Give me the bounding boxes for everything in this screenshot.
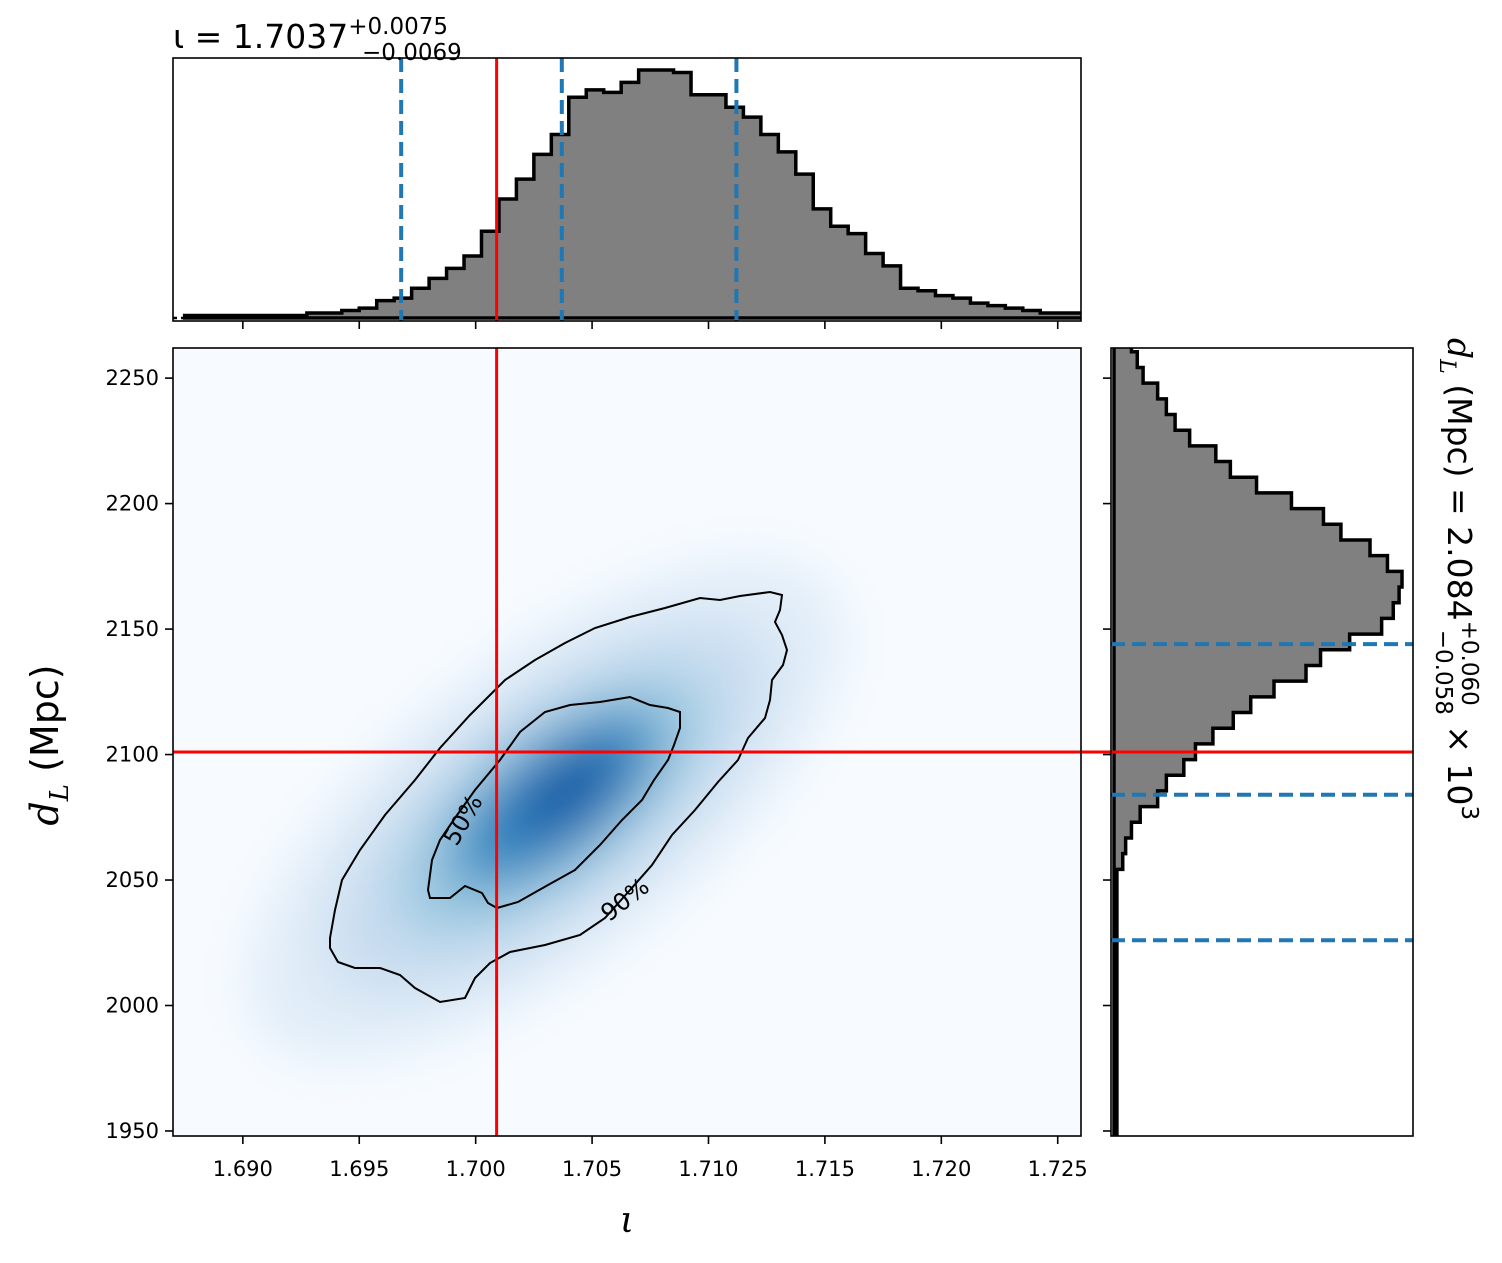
y-axis-ticks: 1950 2000 2050 2100 2150 2200 2250	[106, 366, 173, 1143]
x-tick-label-4: 1.710	[678, 1157, 738, 1181]
iota-histogram-panel: ι = 1.7037+0.0075 −0.0069	[172, 14, 1082, 329]
x-axis-ticks: 1.690 1.695 1.700 1.705 1.710 1.715 1.720 1.725	[213, 1136, 1088, 1181]
contour-90	[329, 590, 789, 1004]
x-tick-label-2: 1.700	[446, 1157, 506, 1181]
y-axis-label-unit: (Mpc)	[23, 664, 67, 784]
dL-title-mid: (Mpc) = 2.084	[1440, 374, 1479, 621]
x-tick-label-3: 1.705	[562, 1157, 622, 1181]
x-tick-label-5: 1.715	[795, 1157, 855, 1181]
dL-histogram-frame	[1110, 347, 1414, 1137]
x-tick-label-7: 1.725	[1028, 1157, 1088, 1181]
x-tick-label-0: 1.690	[213, 1157, 273, 1181]
dL-title-d: d	[1440, 338, 1479, 359]
x-tick-label-1: 1.695	[329, 1157, 389, 1181]
density-map: 50% 90%	[246, 558, 844, 1062]
density-frame	[172, 347, 1082, 1137]
dL-title-exp: 3	[1456, 806, 1482, 821]
iota-histogram-bars	[182, 68, 1081, 320]
iota-title: ι = 1.7037+0.0075 −0.0069	[173, 14, 462, 66]
iota-quantile-lines	[399, 58, 739, 321]
dL-title-times: × 10	[1440, 715, 1479, 806]
y-tick-label-5: 2200	[106, 492, 159, 516]
dL-histogram	[1112, 348, 1404, 1136]
dL-title-plus: +0.060	[1456, 621, 1482, 706]
x-axis-label: ι	[620, 1200, 634, 1241]
iota-title-plus: +0.0075	[348, 14, 448, 40]
contour-50	[426, 695, 681, 910]
dL-title-minus: −0.058	[1430, 630, 1456, 715]
y-tick-label-2: 2050	[106, 868, 159, 892]
iota-histogram	[173, 68, 1081, 320]
joint-density-panel: 50% 90% 1.690 1.695 1.700 1.705 1.710 1.715 1.…	[23, 347, 1413, 1241]
iota-histogram-ticks	[242, 321, 1059, 329]
y-tick-label-4: 2150	[106, 617, 159, 641]
y-axis-label-sub: L	[45, 784, 75, 802]
dL-title: dL (Mpc) = 2.084+0.060−0.058 × 103	[1430, 338, 1482, 820]
dL-histogram-panel: dL (Mpc) = 2.084+0.060−0.058 × 103	[1103, 338, 1482, 1137]
y-axis-label: dL (Mpc)	[23, 664, 75, 825]
dL-title-L: L	[1434, 358, 1459, 374]
dL-quantile-lines	[1111, 642, 1413, 943]
x-tick-label-6: 1.720	[911, 1157, 971, 1181]
iota-title-main: ι = 1.7037	[173, 17, 348, 56]
y-tick-label-1: 2000	[106, 994, 159, 1018]
dL-histogram-ticks	[1103, 377, 1111, 1132]
y-tick-label-6: 2250	[106, 366, 159, 390]
iota-title-minus: −0.0069	[362, 40, 462, 66]
iota-histogram-frame	[172, 57, 1082, 322]
y-tick-label-0: 1950	[106, 1119, 159, 1143]
y-axis-label-d: d	[23, 801, 67, 825]
y-tick-label-3: 2100	[106, 743, 159, 767]
dL-histogram-bars	[1112, 348, 1404, 1136]
